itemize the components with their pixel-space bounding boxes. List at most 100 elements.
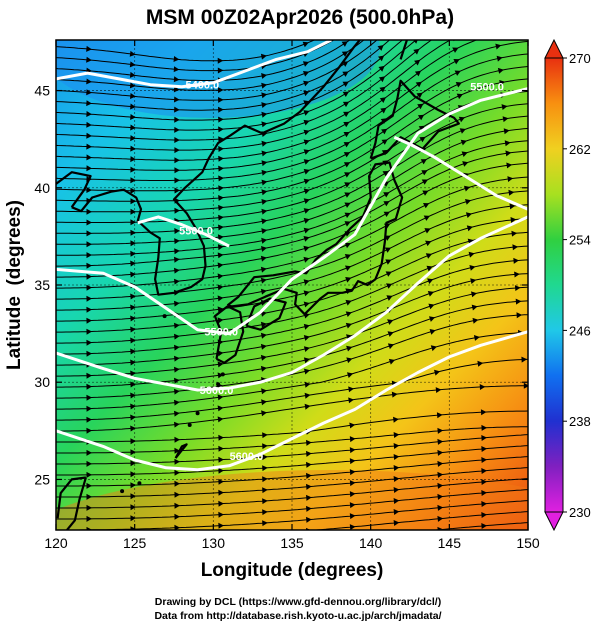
colorbar-tick-label: 238 [569, 414, 591, 429]
streamline-arrow [346, 357, 353, 364]
streamline-arrow [86, 219, 92, 226]
streamline-arrow [130, 304, 136, 311]
streamline-arrow [86, 339, 92, 346]
streamline-arrow [437, 515, 444, 522]
streamline-arrow [422, 190, 429, 196]
streamline-arrow [173, 66, 180, 73]
streamline-arrow [393, 454, 400, 460]
streamline-arrow [174, 278, 180, 285]
streamline-arrow [421, 179, 428, 185]
streamline [311, 511, 528, 530]
streamline-arrow [130, 198, 136, 205]
streamline-arrow [130, 381, 136, 388]
streamline-arrow [86, 100, 92, 107]
streamline-arrow [349, 502, 356, 509]
streamline-arrow [174, 300, 180, 307]
contour-line [137, 215, 230, 248]
streamline-arrow [130, 114, 136, 120]
streamline-arrow [262, 432, 268, 439]
streamline-arrow [130, 348, 136, 355]
streamline-arrow [349, 447, 356, 454]
streamline-arrow [217, 57, 224, 64]
streamline-arrow [350, 535, 356, 541]
streamline-arrow [302, 41, 309, 48]
streamline-arrow [479, 384, 486, 390]
streamline-arrow [87, 549, 93, 555]
streamline-arrow [342, 101, 350, 108]
streamline-arrow [261, 199, 268, 205]
coastline [71, 40, 361, 296]
streamline-arrow [217, 361, 224, 368]
streamline-arrow [304, 381, 311, 388]
streamline-arrow [174, 502, 180, 509]
streamline-arrow [420, 159, 427, 165]
streamline-arrow [303, 71, 310, 77]
streamline [431, 522, 528, 530]
streamline-arrow [262, 498, 268, 505]
coastline [399, 40, 408, 60]
streamline-arrow [130, 166, 136, 173]
streamline-arrow [481, 479, 487, 485]
streamline-arrow [343, 162, 351, 168]
streamline-arrow [129, 82, 136, 89]
streamline-arrow [174, 344, 180, 351]
streamline-arrow [506, 162, 513, 169]
streamline-arrow [491, 7, 497, 13]
streamline-arrow [472, 317, 479, 324]
streamline [56, 40, 316, 62]
streamline-arrow [429, 316, 436, 322]
streamline-arrow [174, 366, 180, 373]
streamline-arrow [261, 228, 268, 234]
streamline-arrow [304, 403, 311, 410]
streamline [56, 331, 528, 410]
streamline-arrow [130, 315, 136, 322]
streamline-arrow [471, 304, 478, 311]
contour-label: 5600.0 [200, 385, 234, 397]
streamline-arrow [130, 103, 136, 110]
streamline-arrow [342, 71, 349, 77]
streamline-arrow [428, 303, 435, 310]
streamline-arrow [218, 489, 224, 496]
streamline-arrow [344, 192, 351, 198]
streamline [56, 358, 528, 421]
streamline-arrow [349, 480, 356, 487]
streamline-arrow [508, 189, 515, 196]
x-tick-label: 125 [123, 535, 147, 551]
streamline-arrow [130, 187, 136, 194]
streamline-arrow [86, 295, 92, 302]
streamline-arrow [261, 140, 268, 147]
streamline-arrow [217, 306, 224, 313]
streamline-arrow [261, 399, 267, 406]
streamline-arrow [303, 256, 310, 263]
streamline-arrow [173, 86, 180, 93]
streamline-arrow [130, 156, 136, 163]
streamline-arrow [218, 146, 224, 152]
streamline-arrow [217, 372, 224, 379]
streamline-arrow [174, 187, 180, 194]
streamline-arrow [261, 246, 267, 252]
streamline-arrow [130, 124, 136, 131]
colorbar-body [544, 57, 564, 513]
streamline-arrow [218, 136, 224, 143]
streamline-arrow [218, 106, 224, 113]
streamline-arrow [86, 208, 92, 215]
streamline-arrow [218, 500, 224, 507]
streamline-arrow [437, 438, 444, 445]
streamline-arrow [174, 147, 180, 154]
streamline-arrow [173, 56, 180, 62]
colorbar-tick-label: 246 [569, 323, 591, 338]
contour-label: 5500.0 [179, 226, 213, 238]
streamline-arrow [86, 132, 92, 139]
coastlines [56, 40, 460, 530]
streamline-arrow [130, 326, 136, 333]
streamline-arrow [507, 176, 514, 182]
streamline-arrow [86, 317, 92, 324]
streamline-arrow [393, 416, 399, 423]
streamline-arrow [86, 427, 92, 434]
streamline-arrow [414, 59, 421, 66]
streamline-arrow [393, 443, 400, 449]
streamline-arrow [380, 107, 387, 114]
streamline [56, 286, 528, 377]
coastline [56, 171, 92, 208]
streamline-arrow [341, 41, 348, 47]
